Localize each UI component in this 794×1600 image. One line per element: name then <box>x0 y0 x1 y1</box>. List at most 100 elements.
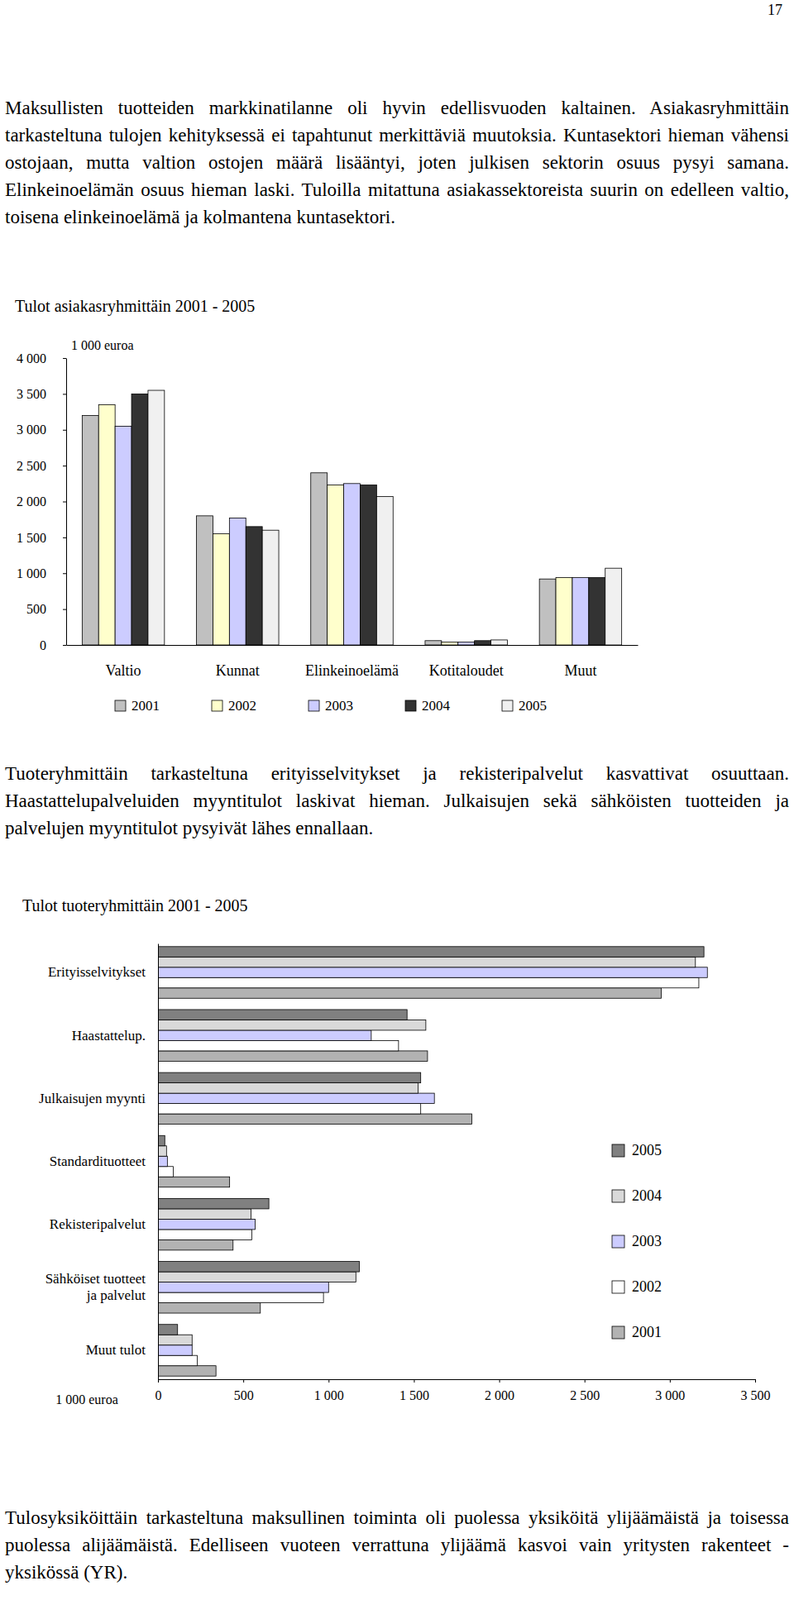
bar <box>157 1229 252 1240</box>
tick: 2 500 <box>569 1379 600 1403</box>
bar <box>157 1282 329 1293</box>
tick-mark <box>62 393 67 395</box>
tick: Muut <box>564 662 597 680</box>
tick-mark <box>62 465 67 467</box>
bar <box>157 1009 407 1020</box>
page-number: 17 <box>767 1 783 20</box>
bar <box>157 1019 426 1030</box>
bar <box>157 1135 165 1146</box>
tick-label: 3 000 <box>16 422 47 437</box>
legend-swatch <box>502 700 513 712</box>
legend-label: 2005 <box>518 698 547 714</box>
bar <box>157 1355 197 1366</box>
tick: 500 <box>234 1379 254 1403</box>
bar <box>474 640 492 646</box>
axis-title: 1 000 euroa <box>55 1392 119 1407</box>
bar <box>157 1272 356 1282</box>
tick-label: 4 000 <box>16 351 47 366</box>
tick-label: 1 000 <box>16 566 47 581</box>
tick-label: 3 500 <box>741 1388 771 1403</box>
bar <box>81 415 99 646</box>
category-label-line: ja palvelut <box>86 1287 147 1304</box>
tick-mark <box>62 609 67 611</box>
x-axis: ValtioKunnatElinkeinoelämäKotitaloudetMu… <box>66 645 639 680</box>
legend-label: 2001 <box>631 1324 662 1341</box>
bar <box>157 988 662 999</box>
category-label-line: Sähköiset tuotteet <box>45 1271 147 1287</box>
bar <box>157 1209 251 1220</box>
legend-entry: 2005 <box>502 698 547 714</box>
tick: Muut tulot <box>86 1342 147 1359</box>
bar <box>555 577 573 646</box>
tick-mark <box>328 1379 330 1383</box>
axis-line <box>158 1379 756 1381</box>
bar <box>441 642 459 646</box>
tick-label: 1 500 <box>399 1388 430 1403</box>
bar <box>157 1040 399 1051</box>
bar <box>157 1303 261 1314</box>
tick: Haastattelup. <box>71 1028 146 1044</box>
bar <box>196 516 214 646</box>
tick-mark <box>157 1379 159 1383</box>
tick-mark <box>62 430 67 431</box>
tick-mark <box>499 1379 501 1383</box>
tick-mark <box>413 1379 415 1383</box>
tick: 3 500 <box>16 387 67 402</box>
category-label: Muut tulot <box>86 1342 147 1359</box>
bar <box>157 1324 178 1335</box>
axis-line <box>66 645 639 646</box>
tick: 1 500 <box>399 1379 430 1403</box>
category-label: Erityisselvitykset <box>47 964 146 981</box>
bar <box>245 526 263 646</box>
tick-label: 3 500 <box>16 387 47 402</box>
tick-label: 1 500 <box>16 530 47 545</box>
legend-entry: 2003 <box>612 1233 662 1250</box>
tick: 0 <box>39 638 67 653</box>
legend-label: 2002 <box>631 1278 662 1296</box>
tick: 3 000 <box>655 1379 685 1403</box>
paragraph: Tuoteryhmittäin tarkasteltuna erityissel… <box>4 760 790 842</box>
tick-label: 2 500 <box>569 1388 600 1403</box>
bar <box>98 404 115 646</box>
bar <box>157 1072 421 1083</box>
tick: 2 000 <box>16 494 67 509</box>
chart-title: Tulot asiakasryhmittäin 2001 - 2005 <box>14 296 255 316</box>
bar <box>327 485 345 646</box>
chart: Tulot tuoteryhmittäin 2001 - 200505001 0… <box>22 896 771 1407</box>
legend-entry: 2004 <box>612 1187 662 1205</box>
legend-swatch <box>612 1281 625 1294</box>
tick-mark <box>62 358 67 359</box>
bar <box>605 568 622 646</box>
legend-label: 2002 <box>228 698 257 714</box>
tick-label: 2 000 <box>484 1388 515 1403</box>
tick: 1 000 <box>16 566 67 581</box>
plot-area <box>81 390 622 646</box>
tick: 3 000 <box>16 422 67 437</box>
axis-line <box>157 944 159 1381</box>
tick-label: 500 <box>234 1388 254 1403</box>
tick: 3 500 <box>741 1379 771 1403</box>
category-label: Muut <box>564 662 597 680</box>
legend-entry: 2001 <box>114 698 160 714</box>
bar <box>157 1114 473 1125</box>
tick: Sähköiset tuotteetja palvelut <box>45 1271 147 1304</box>
bar <box>359 485 377 646</box>
bar <box>425 640 442 646</box>
chart: Tulot asiakasryhmittäin 2001 - 200505001… <box>14 296 639 714</box>
bar <box>458 642 475 646</box>
legend-label: 2004 <box>631 1187 662 1205</box>
legend-swatch <box>612 1235 625 1249</box>
plot-area <box>157 947 708 1377</box>
tick-mark <box>62 573 67 574</box>
tick: 2 500 <box>16 459 67 474</box>
bar <box>157 1239 234 1250</box>
bar <box>157 1093 435 1104</box>
paragraph: Tulosyksiköittäin tarkasteltuna maksulli… <box>4 1504 790 1587</box>
category-label: Standardituotteet <box>49 1153 146 1170</box>
bar <box>157 1083 419 1094</box>
tick-mark <box>62 645 67 646</box>
category-label: Kotitaloudet <box>429 662 504 680</box>
category-label: Rekisteripalvelut <box>49 1216 146 1233</box>
bar <box>157 947 704 957</box>
tick-label: 3 000 <box>655 1388 685 1403</box>
